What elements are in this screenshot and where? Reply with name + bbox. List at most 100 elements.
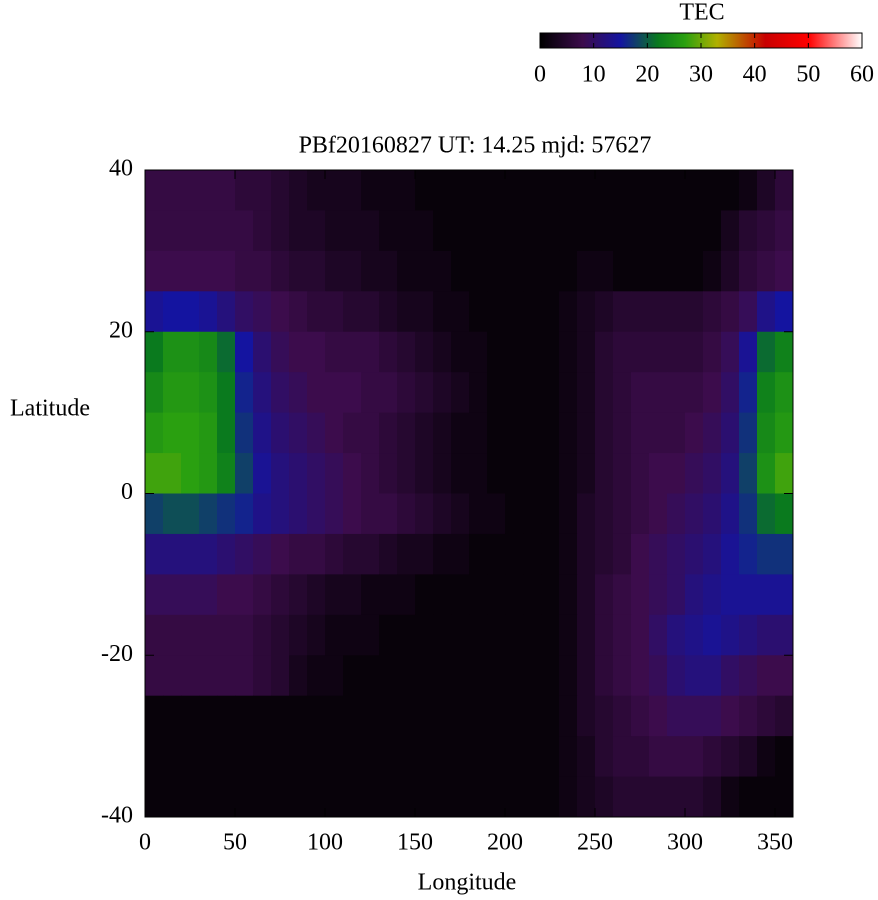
heat-cell	[235, 412, 254, 454]
heat-cell	[685, 695, 704, 737]
heat-cell	[541, 210, 560, 252]
heat-cell	[523, 655, 542, 697]
heat-cell	[757, 453, 776, 494]
heat-cell	[163, 776, 182, 818]
heat-cell	[163, 453, 182, 494]
heat-cell	[613, 776, 632, 818]
colorbar-tick-label: 40	[743, 62, 767, 88]
heat-cell	[343, 695, 362, 737]
heat-cell	[649, 170, 668, 211]
y-tick-label: 0	[121, 479, 133, 505]
colorbar-tick-label: 0	[534, 62, 546, 88]
heat-cell	[559, 574, 578, 616]
heat-cell	[361, 574, 380, 616]
heat-cell	[505, 655, 524, 697]
heat-cell	[451, 331, 470, 373]
heat-cell	[739, 493, 758, 535]
heat-cell	[667, 574, 686, 616]
heat-cell	[361, 331, 380, 373]
heat-cell	[433, 291, 452, 333]
heat-cell	[595, 453, 614, 494]
heat-cell	[145, 695, 164, 737]
heat-cell	[739, 170, 758, 211]
heat-cell	[703, 776, 722, 818]
heat-cell	[145, 493, 164, 535]
heat-cell	[775, 533, 794, 575]
y-tick-label: 20	[109, 317, 133, 343]
heat-cell	[649, 250, 668, 292]
heat-cell	[541, 453, 560, 494]
heat-cell	[289, 453, 308, 494]
heat-cell	[757, 533, 776, 575]
heat-cell	[307, 574, 326, 616]
heat-cell	[181, 655, 200, 697]
heat-cell	[181, 210, 200, 252]
heat-cell	[739, 776, 758, 818]
heat-cell	[685, 533, 704, 575]
heat-cell	[505, 736, 524, 778]
heat-cell	[541, 412, 560, 454]
heat-cell	[145, 291, 164, 333]
heat-cell	[253, 291, 272, 333]
heat-cell	[721, 250, 740, 292]
heat-cell	[559, 776, 578, 818]
heat-cell	[307, 453, 326, 494]
heat-cell	[163, 250, 182, 292]
heat-cell	[487, 695, 506, 737]
heat-cell	[541, 493, 560, 535]
heat-cell	[199, 331, 218, 373]
heat-cell	[415, 695, 434, 737]
heat-cell	[667, 655, 686, 697]
heat-cell	[649, 291, 668, 333]
heat-cell	[577, 331, 596, 373]
heat-cell	[505, 574, 524, 616]
heat-cell	[307, 412, 326, 454]
heat-cell	[469, 170, 488, 211]
heat-cell	[307, 614, 326, 656]
heat-cell	[577, 736, 596, 778]
heat-cell	[253, 574, 272, 616]
heat-cell	[775, 291, 794, 333]
heat-cell	[523, 695, 542, 737]
heat-cell	[613, 372, 632, 414]
heat-cell	[631, 210, 650, 252]
heat-cell	[595, 655, 614, 697]
heat-cell	[253, 372, 272, 414]
heat-cell	[217, 291, 236, 333]
heat-cell	[145, 533, 164, 575]
heat-cell	[505, 372, 524, 414]
heat-cell	[325, 574, 344, 616]
heat-cell	[523, 331, 542, 373]
heat-cell	[307, 372, 326, 414]
heat-cell	[397, 372, 416, 414]
heat-cell	[451, 776, 470, 818]
heat-cell	[559, 210, 578, 252]
heat-cell	[685, 776, 704, 818]
heat-cell	[307, 331, 326, 373]
heat-cell	[649, 695, 668, 737]
heat-cell	[379, 210, 398, 252]
heat-cell	[361, 695, 380, 737]
heat-cell	[595, 776, 614, 818]
heat-cell	[235, 170, 254, 211]
heat-cell	[595, 250, 614, 292]
heat-cell	[721, 493, 740, 535]
heat-cell	[289, 412, 308, 454]
heat-cell	[541, 574, 560, 616]
heat-cell	[739, 614, 758, 656]
heat-cell	[667, 170, 686, 211]
heat-cell	[433, 533, 452, 575]
heat-cell	[487, 493, 506, 535]
heat-cell	[721, 533, 740, 575]
heat-cell	[487, 210, 506, 252]
heat-cell	[649, 331, 668, 373]
heat-cell	[325, 412, 344, 454]
heat-cell	[415, 574, 434, 616]
heat-cell	[559, 291, 578, 333]
heat-cell	[271, 412, 290, 454]
heat-cell	[613, 453, 632, 494]
heat-cell	[577, 493, 596, 535]
heat-cell	[289, 331, 308, 373]
heat-cell	[775, 493, 794, 535]
